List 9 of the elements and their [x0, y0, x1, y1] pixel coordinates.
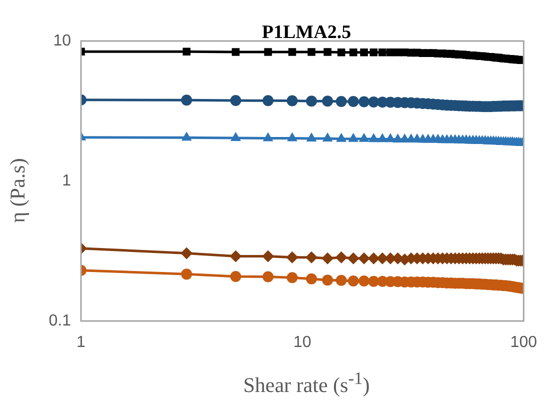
y-tick-label: 0.1 [48, 312, 72, 330]
x-tick-label: 1 [76, 334, 86, 352]
x-tick-label: 10 [293, 334, 312, 352]
x-tick-label: 100 [510, 334, 538, 352]
y-tick-label: 10 [53, 32, 72, 50]
y-axis-title: η (Pa.s) [6, 157, 30, 225]
chart-title: P1LMA2.5 [260, 21, 352, 45]
y-tick-label: 1 [62, 172, 72, 190]
x-axis-title: Shear rate (s$^{-1}$) [242, 368, 371, 398]
